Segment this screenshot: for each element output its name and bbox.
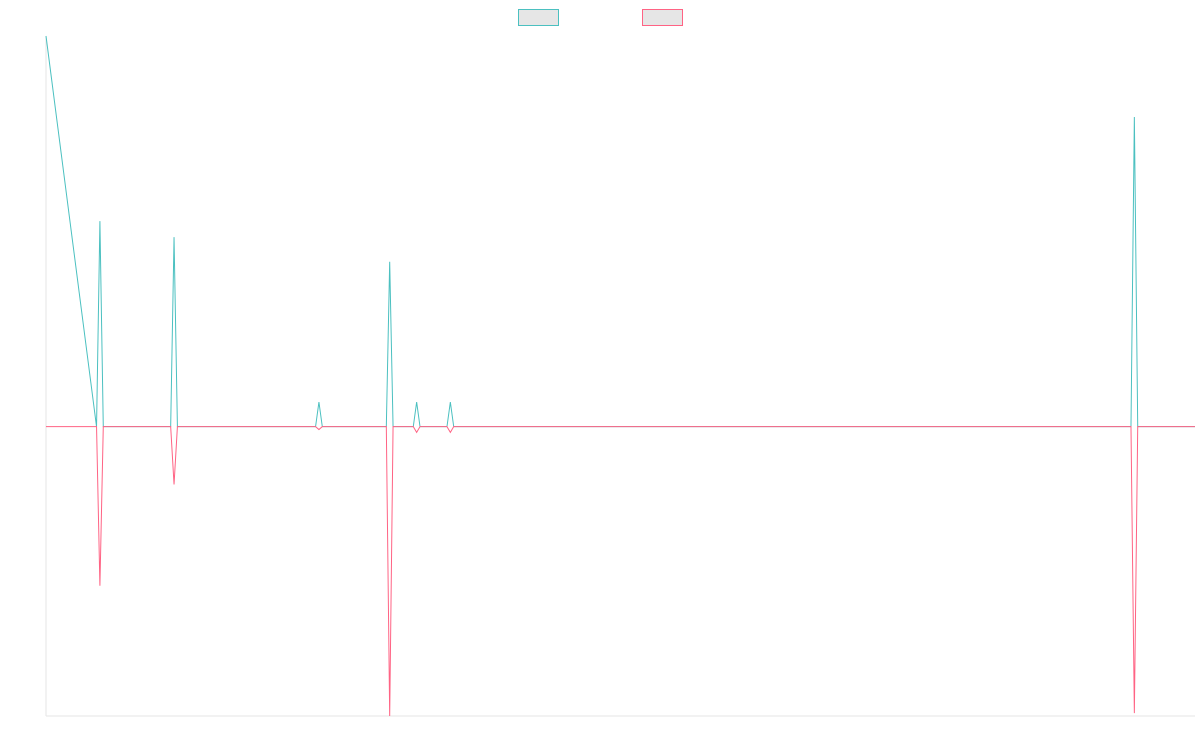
legend-swatch-2[interactable] — [642, 9, 683, 26]
axes — [45, 36, 1195, 717]
series-1 — [45, 35, 1195, 428]
legend[interactable] — [518, 9, 683, 26]
series-layer — [45, 35, 1195, 717]
series-2-line — [46, 426, 1195, 717]
series-2 — [46, 426, 1195, 717]
series-1-line — [45, 35, 1195, 428]
legend-swatch-1[interactable] — [518, 9, 559, 26]
